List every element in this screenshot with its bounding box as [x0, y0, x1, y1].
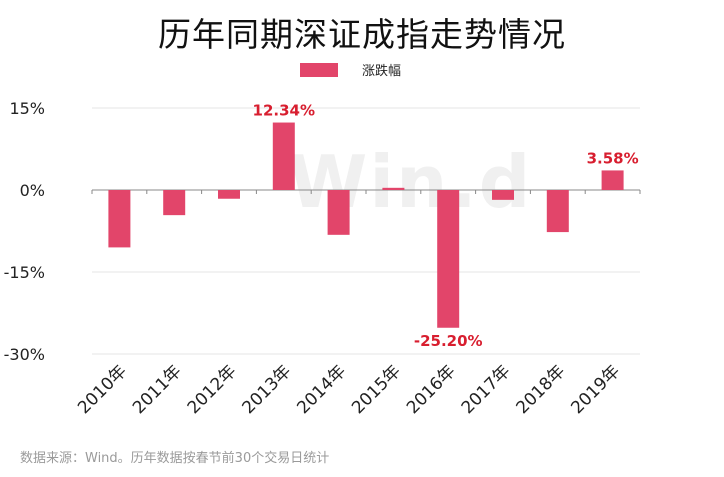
y-tick-label: 0% [20, 181, 45, 200]
bar [163, 190, 186, 216]
source-note: 数据来源：Wind。历年数据按春节前30个交易日统计 [20, 451, 330, 466]
legend: 涨跌幅 [300, 60, 401, 79]
data-label: 12.34% [253, 102, 315, 120]
data-label: -25.20% [414, 332, 483, 350]
bar [218, 190, 240, 199]
x-tick-label: 2014年 [293, 361, 350, 418]
y-tick-label: -30% [4, 345, 45, 364]
y-tick-label: 15% [9, 99, 45, 118]
chart-title: 历年同期深证成指走势情况 [158, 15, 566, 54]
legend-label: 涨跌幅 [362, 64, 402, 79]
legend-swatch [300, 62, 338, 77]
bar [272, 122, 295, 190]
x-tick-label: 2010年 [74, 361, 131, 418]
bar [108, 190, 131, 248]
bar [546, 190, 569, 233]
bar [601, 170, 624, 190]
x-tick-label: 2016年 [403, 361, 460, 418]
x-tick-label: 2013年 [239, 361, 296, 418]
x-tick-label: 2011年 [129, 361, 186, 418]
y-tick-label: -15% [4, 263, 45, 282]
x-tick-label: 2019年 [567, 361, 624, 418]
x-tick-label: 2015年 [348, 361, 405, 418]
bar [327, 190, 350, 235]
x-tick-label: 2018年 [513, 361, 570, 418]
bar [382, 187, 405, 190]
bar [437, 190, 460, 328]
x-tick-label: 2012年 [184, 361, 241, 418]
x-tick-label: 2017年 [458, 361, 515, 418]
bar [492, 190, 514, 200]
data-label: 3.58% [587, 149, 639, 167]
